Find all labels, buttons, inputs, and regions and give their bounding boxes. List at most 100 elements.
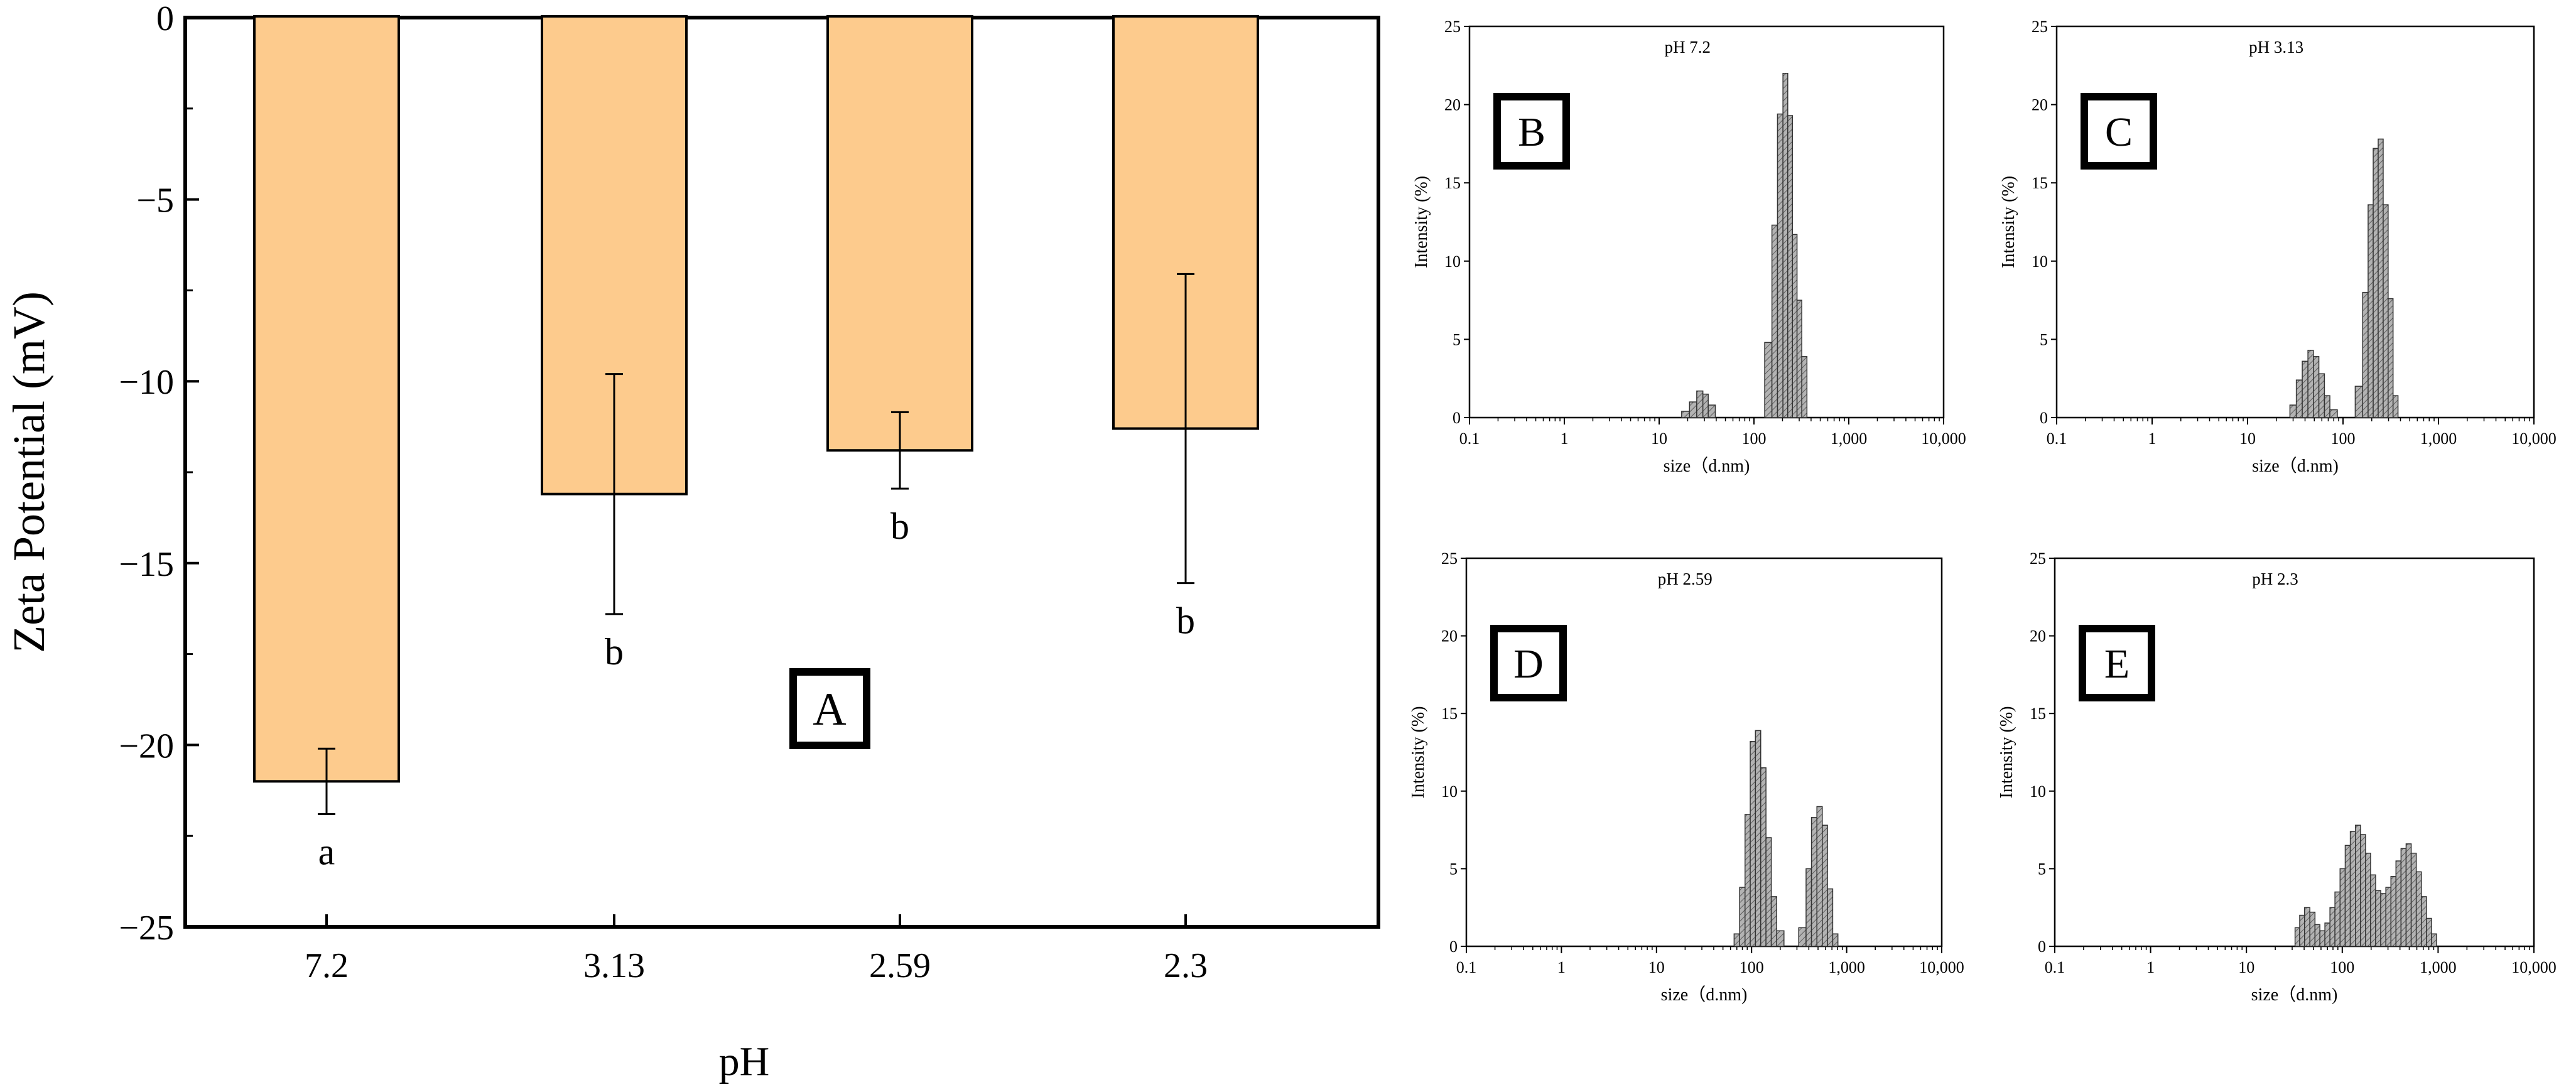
panel-b-histogram-bar <box>1689 401 1697 418</box>
panel-c-x-tick-label: 10 <box>2239 430 2256 448</box>
panel-d-histogram-bar <box>1745 814 1751 947</box>
panel-b-y-tick-label: 10 <box>1444 252 1461 271</box>
panel-e-histogram-bar <box>2299 914 2305 947</box>
panel-b-histogram-bar <box>1787 115 1794 418</box>
panel-a-significance-letter: a <box>318 831 335 872</box>
panel-e-histogram-bar <box>2329 907 2335 947</box>
panel-c-histogram-bar <box>2329 409 2338 418</box>
panel-e-title: pH 2.3 <box>2252 570 2298 588</box>
panel-c-plot-frame <box>2055 25 2535 419</box>
panel-c-histogram-bar <box>2362 291 2369 418</box>
panel-e-histogram-bar <box>2431 933 2437 947</box>
panel-b-histogram-bar <box>1764 342 1773 418</box>
panel-b-histogram-bar <box>1771 224 1778 418</box>
panel-a-x-tick-label: 3.13 <box>583 946 645 985</box>
panel-c-histogram-bar <box>2307 350 2314 418</box>
panel-e-histogram-bar <box>2309 911 2316 947</box>
panel-e-histogram-bar <box>2339 868 2346 947</box>
panel-b-histogram-bar <box>1801 356 1808 418</box>
panel-e-histogram-bar <box>2324 922 2330 947</box>
panel-c-histogram-bar <box>2302 360 2308 418</box>
panel-a-y-axis-label: Zeta Potential (mV) <box>4 291 54 653</box>
panel-a-bars: a b b b <box>253 15 1259 872</box>
panel-b-badge-box <box>1493 93 1570 170</box>
panel-c-histogram-bar <box>2392 395 2399 418</box>
panel-a-zeta-potential-chart: 0 −5 −10 −15 −20 −25 a b b b 7.2 3.13 2.59 2.3 pH Z… <box>4 0 1380 1084</box>
panel-c-y-tick-label: 20 <box>2032 96 2048 114</box>
panel-d-x-axis-label: size（d.nm) <box>1661 985 1748 1005</box>
panel-c-histogram-bar <box>2289 404 2297 418</box>
panel-c-title: pH 3.13 <box>2249 38 2303 57</box>
panel-b-y-tick-label: 5 <box>1453 330 1461 349</box>
panel-e-histogram-bar <box>2405 843 2412 947</box>
panel-a-x-tick-label: 2.59 <box>869 946 931 985</box>
panel-a-y-tick-label: 0 <box>156 0 174 38</box>
panel-b-title: pH 7.2 <box>1665 38 1711 57</box>
panel-e-histogram-bar <box>2375 890 2381 947</box>
panel-e-badge-letter: E <box>2104 641 2130 687</box>
panel-c-badge-box <box>2081 93 2157 170</box>
panel-e-size-distribution: 0 5 10 15 20 25 0.1 1 10 100 1,000 10,000 pH 2.3 size… <box>1997 549 2557 1005</box>
panel-d-y-tick-label: 15 <box>1441 705 1458 723</box>
panel-b-histogram-bar <box>1782 73 1789 418</box>
panel-b-histogram-bar <box>1681 411 1691 418</box>
panel-d-plot-frame <box>1465 557 1943 948</box>
panel-a-significance-letter: b <box>605 631 624 673</box>
panel-b-histogram-bar <box>1792 234 1798 418</box>
panel-a-bar <box>253 15 400 783</box>
panel-c-badge-letter: C <box>2105 109 2133 155</box>
panel-b-x-axis-label: size（d.nm) <box>1664 456 1750 476</box>
panel-e-histogram-bar <box>2390 876 2397 947</box>
panel-c-y-tick-label: 10 <box>2032 252 2048 271</box>
panel-c-x-tick-label: 1,000 <box>2420 430 2457 448</box>
panel-d-y-tick-label: 20 <box>1441 627 1458 646</box>
panel-a-badge-box <box>789 668 870 749</box>
panel-c-x-tick-label: 100 <box>2331 430 2356 448</box>
panel-d-histogram-bar <box>1822 824 1828 947</box>
panel-a-badge-letter: A <box>813 684 846 735</box>
panel-a-y-ticks: 0 −5 −10 −15 −20 −25 <box>119 0 199 948</box>
panel-d-histogram-bar <box>1739 887 1746 947</box>
panel-c-histogram-bar <box>2373 148 2379 418</box>
panel-e-histogram-bar <box>2314 924 2320 947</box>
panel-d-histogram-bar <box>1750 740 1756 947</box>
panel-e-y-tick-label: 25 <box>2030 549 2046 568</box>
panel-d-x-tick-label: 1 <box>1557 958 1566 976</box>
panel-c-histogram-bar <box>2368 204 2374 418</box>
panel-a-x-tick-label: 7.2 <box>305 946 349 985</box>
panel-d-badge-box <box>1490 625 1567 701</box>
panel-e-histogram-bar <box>2385 887 2392 947</box>
panel-c-histogram-bar <box>2378 138 2384 418</box>
panel-e-y-tick-label: 20 <box>2030 627 2046 646</box>
panel-e-histogram-bar <box>2380 893 2386 947</box>
panel-b-histogram-bar <box>1707 404 1716 418</box>
panel-a-significance-letter: b <box>890 505 909 547</box>
panel-c-histogram-bar <box>2313 356 2320 418</box>
panel-e-histogram-bar <box>2400 848 2407 947</box>
panel-b-plot-frame <box>1468 25 1945 419</box>
panel-a-bar <box>826 15 973 452</box>
panel-d-y-tick-label: 25 <box>1441 549 1458 568</box>
panel-c-x-axis-label: size（d.nm) <box>2252 456 2339 476</box>
panel-e-histogram-bar <box>2360 834 2366 947</box>
panel-e-histogram-bar <box>2420 896 2427 947</box>
panel-e-histogram-bar <box>2365 852 2371 947</box>
panel-c-histogram-bar <box>2324 395 2330 418</box>
panel-c-x-tick-label: 1 <box>2148 430 2157 448</box>
panel-a-y-tick-label: −25 <box>119 909 174 948</box>
panel-d-histogram-bar <box>1755 730 1762 947</box>
panel-d-histogram-bar <box>1810 817 1817 947</box>
panel-b-y-tick-label: 15 <box>1444 174 1461 192</box>
panel-d-title: pH 2.59 <box>1658 570 1713 588</box>
panel-b-y-tick-label: 0 <box>1453 409 1461 427</box>
panel-b-x-tick-label: 100 <box>1742 430 1767 448</box>
panel-e-histogram-bar <box>2294 927 2300 947</box>
panel-d-histogram-bar <box>1776 930 1785 947</box>
panel-b-histogram-bar <box>1702 393 1709 418</box>
panel-d-y-tick-label: 0 <box>1449 938 1458 956</box>
panel-e-histogram-bar <box>2395 860 2402 947</box>
panel-d-histogram-bar <box>1733 933 1740 947</box>
panel-e-histogram-bar <box>2415 871 2422 947</box>
panel-a-label-badge: A <box>789 668 870 749</box>
